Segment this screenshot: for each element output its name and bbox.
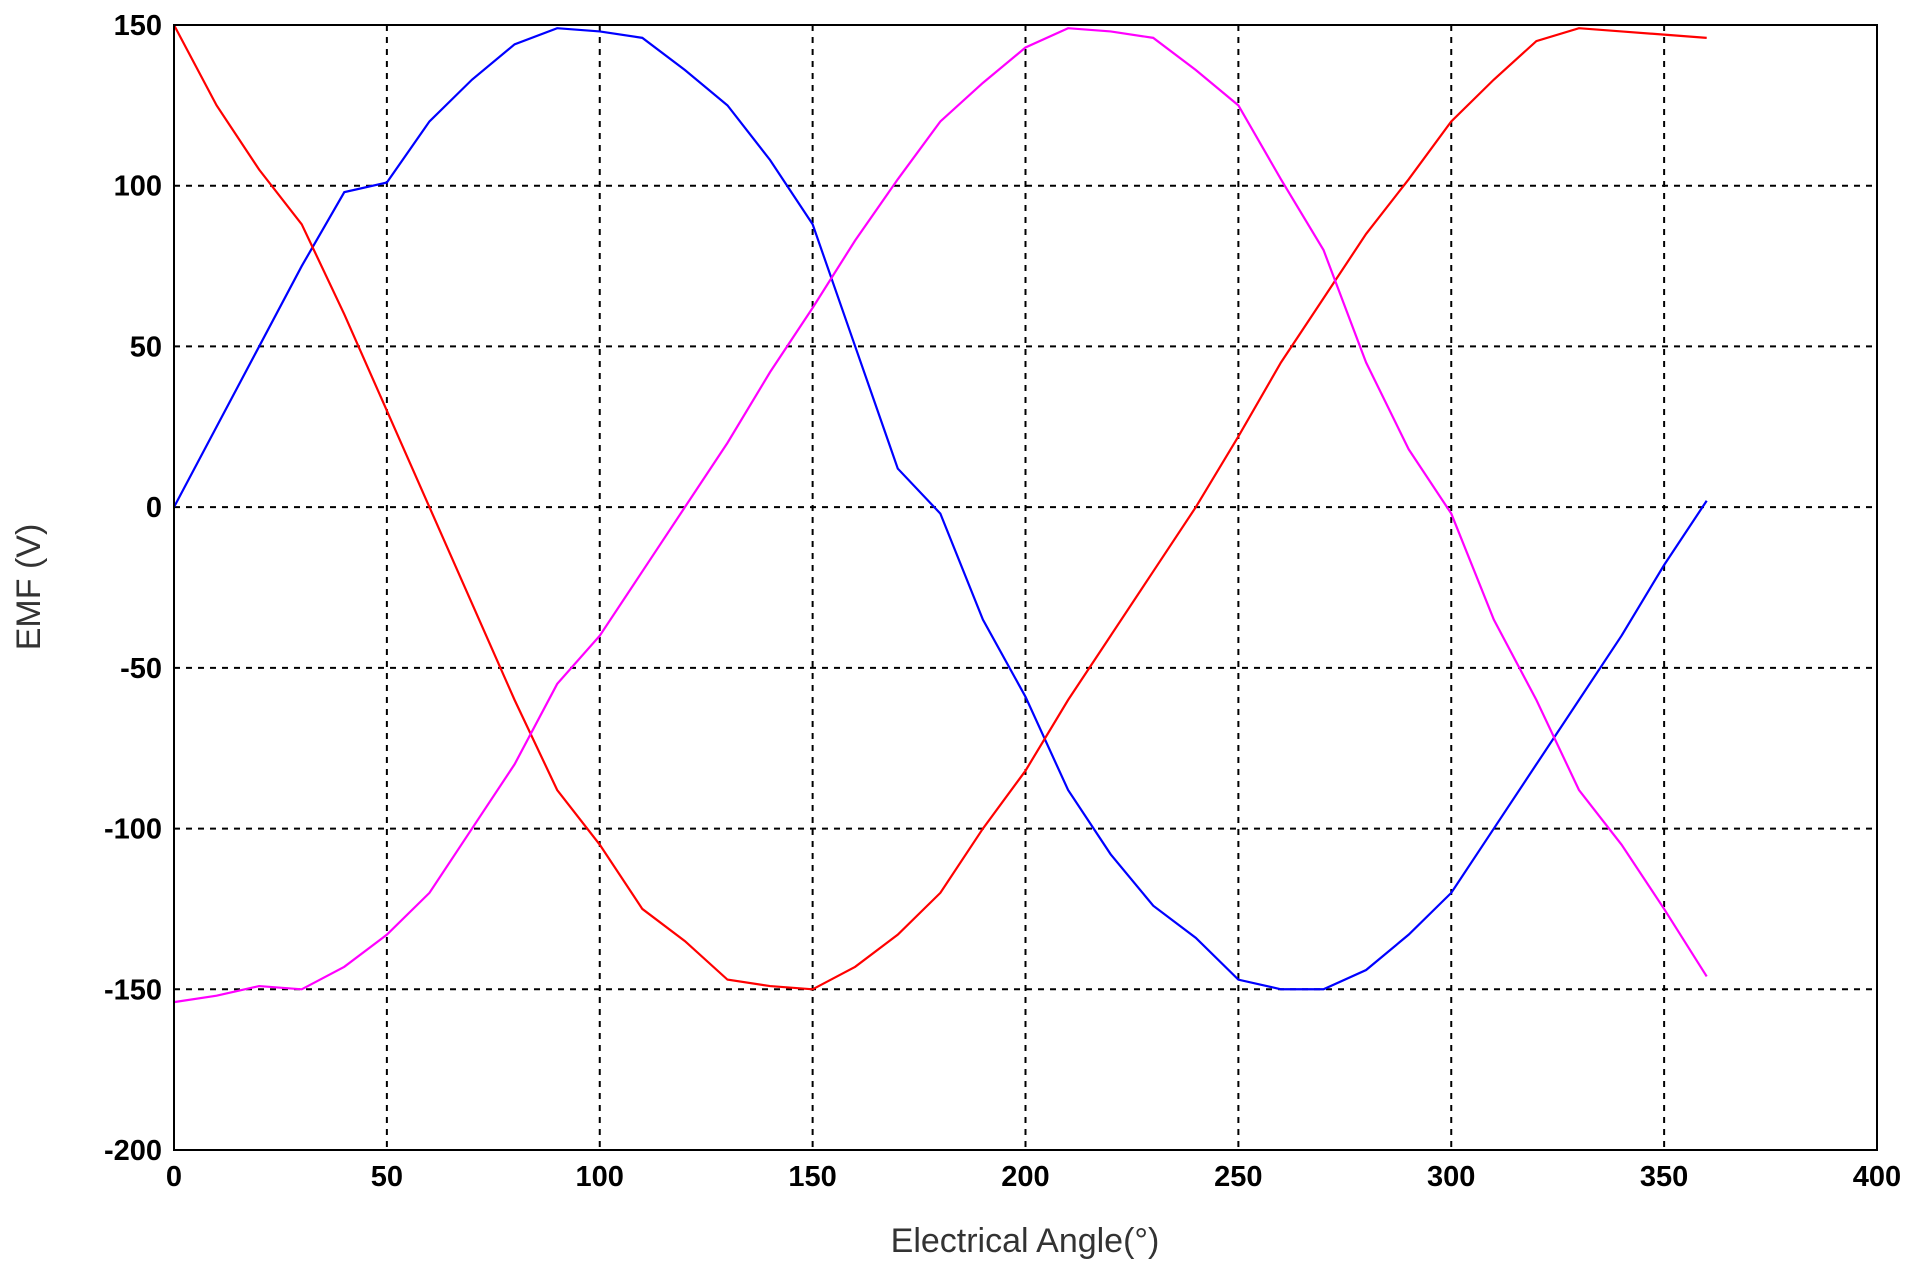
x-tick-label: 200 <box>1001 1161 1049 1193</box>
x-tick-label: 300 <box>1427 1161 1475 1193</box>
data-line <box>173 24 1707 991</box>
y-tick-label: -50 <box>120 653 162 685</box>
x-tick-label: 250 <box>1214 1161 1262 1193</box>
data-line <box>173 27 1708 991</box>
x-tick-label: 150 <box>788 1161 836 1193</box>
y-tick-label: 100 <box>114 171 162 203</box>
x-tick-label: 50 <box>371 1161 403 1193</box>
y-tick-label: -100 <box>104 814 162 846</box>
x-tick-label: 350 <box>1640 1161 1688 1193</box>
y-tick-label: 0 <box>146 492 162 524</box>
y-tick-label: -150 <box>104 974 162 1006</box>
y-tick-label: 150 <box>114 10 162 42</box>
y-tick-label: -200 <box>104 1135 162 1167</box>
x-tick-label: 400 <box>1853 1161 1901 1193</box>
x-tick-label: 0 <box>166 1161 182 1193</box>
data-line <box>173 27 1708 1004</box>
x-axis-label: Electrical Angle(°) <box>891 1222 1160 1260</box>
plot-frame <box>173 24 1878 1151</box>
y-tick-label: 50 <box>130 331 162 363</box>
y-axis-label: EMF (V) <box>10 524 48 651</box>
x-tick-label: 100 <box>576 1161 624 1193</box>
